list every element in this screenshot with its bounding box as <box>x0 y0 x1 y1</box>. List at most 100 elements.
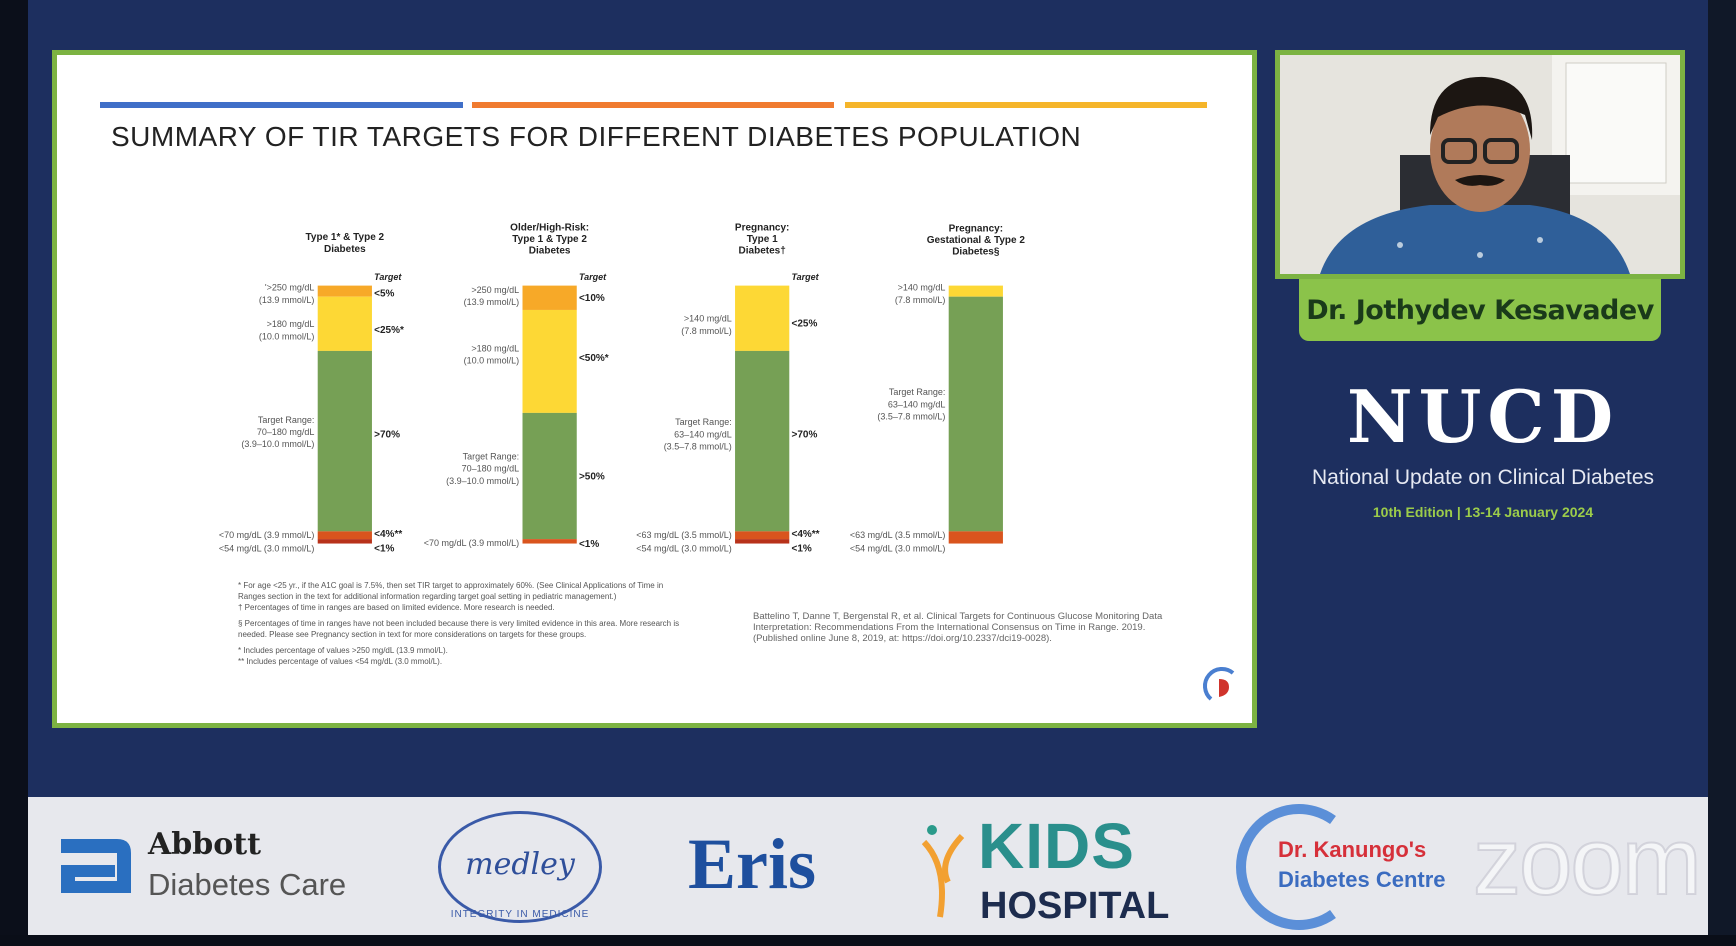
sponsor-kids: KIDS <box>978 810 1135 882</box>
range-label: Target Range: <box>889 387 946 397</box>
range-label: (7.8 mmol/L) <box>681 326 732 336</box>
panel-title: Type 1 & Type 2 <box>512 234 587 245</box>
range-label: <70 mg/dL (3.9 mmol/L) <box>424 538 519 548</box>
target-label: <1% <box>374 543 394 554</box>
range-label: Target Range: <box>258 415 315 425</box>
bar-segment-very-low <box>317 539 372 544</box>
medley-logo <box>438 811 602 923</box>
target-label: <1% <box>579 539 599 550</box>
left-border <box>0 0 28 946</box>
event-acronym: NUCD <box>1346 374 1620 459</box>
bar-segment-high <box>735 285 790 351</box>
bar-segment-low <box>317 531 372 540</box>
panel-title: Gestational & Type 2 <box>927 235 1026 246</box>
target-label: >70% <box>792 429 818 440</box>
zoom-watermark: zoom <box>1472 807 1703 916</box>
slide-logo-icon <box>1203 667 1235 701</box>
citation: Battelino T, Danne T, Bergenstal R, et a… <box>753 611 1163 644</box>
bar-segment-low <box>948 531 1003 544</box>
bar-segment-very-high <box>522 285 577 310</box>
target-label: <10% <box>579 293 605 304</box>
range-label: '>250 mg/dL <box>265 283 315 293</box>
sponsor-abbott: Abbott <box>148 827 261 862</box>
bar-segment-in-range <box>522 412 577 540</box>
panel-title: Older/High-Risk: <box>510 222 589 233</box>
abbott-logo-icon <box>61 839 131 893</box>
bar-segment-in-range <box>735 350 790 532</box>
speaker-video-frame <box>1280 55 1680 274</box>
range-label: (10.0 mmol/L) <box>259 331 315 341</box>
sponsor-kanungo: Dr. Kanungo's <box>1278 837 1427 862</box>
event-edition: 10th Edition | 13-14 January 2024 <box>1372 504 1594 520</box>
bar-segment-in-range <box>948 296 1003 532</box>
bar-segment-low <box>522 539 577 544</box>
footnote: ** Includes percentage of values <54 mg/… <box>238 657 443 666</box>
range-label: (10.0 mmol/L) <box>464 356 520 366</box>
range-label: (3.9–10.0 mmol/L) <box>446 476 519 486</box>
footnote: † Percentages of time in ranges are base… <box>238 603 555 612</box>
range-label: >250 mg/dL <box>471 285 519 295</box>
bar-segment-in-range <box>317 350 372 532</box>
range-label: (3.9–10.0 mmol/L) <box>241 439 314 449</box>
accent-line-orange <box>472 102 834 108</box>
range-label: <63 mg/dL (3.5 mmol/L) <box>636 530 731 540</box>
right-border <box>1708 0 1736 946</box>
footnote: * For age <25 yr., if the A1C goal is 7.… <box>238 581 664 601</box>
bar-segment-very-low <box>735 539 790 544</box>
range-label: >180 mg/dL <box>471 343 519 353</box>
footnote: * Includes percentage of values >250 mg/… <box>238 646 448 655</box>
bar-segment-high <box>317 296 372 351</box>
speaker-video <box>1275 50 1685 279</box>
panel-title: Pregnancy: <box>735 222 789 233</box>
range-label: Target Range: <box>463 451 520 461</box>
sponsor-medley: medley <box>465 847 575 882</box>
target-header: Target <box>579 272 607 282</box>
sponsor-abbott-sub: Diabetes Care <box>148 867 347 902</box>
sponsor-banner: Abbott Diabetes Care medley INTEGRITY IN… <box>28 797 1708 935</box>
panel-title: Diabetes† <box>739 246 786 257</box>
range-label: <54 mg/dL (3.0 mmol/L) <box>219 543 314 553</box>
range-label: 70–180 mg/dL <box>257 427 315 437</box>
target-label: <1% <box>792 543 812 554</box>
target-label: <50%* <box>579 353 609 364</box>
range-label: <63 mg/dL (3.5 mmol/L) <box>850 530 945 540</box>
kids-hospital-icon <box>921 825 965 918</box>
sponsor-eris: Eris <box>688 824 817 904</box>
panel-title: Diabetes <box>324 244 366 255</box>
slide-title: SUMMARY OF TIR TARGETS FOR DIFFERENT DIA… <box>111 121 1082 152</box>
sponsor-medley-sub: INTEGRITY IN MEDICINE <box>450 909 590 920</box>
accent-line-blue <box>100 102 463 108</box>
target-header: Target <box>374 272 402 282</box>
range-label: Target Range: <box>675 417 732 427</box>
panel-title: Diabetes§ <box>952 247 1000 258</box>
bar-segment-low <box>735 531 790 540</box>
range-label: 63–140 mg/dL <box>674 429 732 439</box>
speaker-name: Dr. Jothydev Kesavadev <box>1299 279 1661 341</box>
target-header: Target <box>792 272 820 282</box>
kanungo-logo-icon <box>1236 804 1336 930</box>
bar-segment-high <box>948 285 1003 297</box>
target-label: >50% <box>579 471 605 482</box>
presentation-slide: SUMMARY OF TIR TARGETS FOR DIFFERENT DIA… <box>52 50 1257 728</box>
target-label: >70% <box>374 429 400 440</box>
bar-segment-high <box>522 309 577 413</box>
range-label: <54 mg/dL (3.0 mmol/L) <box>850 543 945 553</box>
panel-title: Type 1 <box>747 234 778 245</box>
sponsor-kanungo-sub: Diabetes Centre <box>1278 867 1446 892</box>
accent-line-yellow <box>845 102 1207 108</box>
panel-title: Type 1* & Type 2 <box>306 232 385 243</box>
range-label: (3.5–7.8 mmol/L) <box>877 412 945 422</box>
range-label: (7.8 mmol/L) <box>895 295 946 305</box>
range-label: 63–140 mg/dL <box>888 399 946 409</box>
target-label: <5% <box>374 289 394 300</box>
range-label: >140 mg/dL <box>684 314 732 324</box>
bottom-border <box>0 935 1736 946</box>
footnotes: * For age <25 yr., if the A1C goal is 7.… <box>238 580 683 667</box>
footnote: § Percentages of time in ranges have not… <box>238 619 680 639</box>
event-full-name: National Update on Clinical Diabetes <box>1311 466 1655 489</box>
range-label: <70 mg/dL (3.9 mmol/L) <box>219 530 314 540</box>
panel-title: Pregnancy: <box>949 223 1003 234</box>
panel-title: Diabetes <box>529 246 571 257</box>
range-label: (13.9 mmol/L) <box>464 297 520 307</box>
